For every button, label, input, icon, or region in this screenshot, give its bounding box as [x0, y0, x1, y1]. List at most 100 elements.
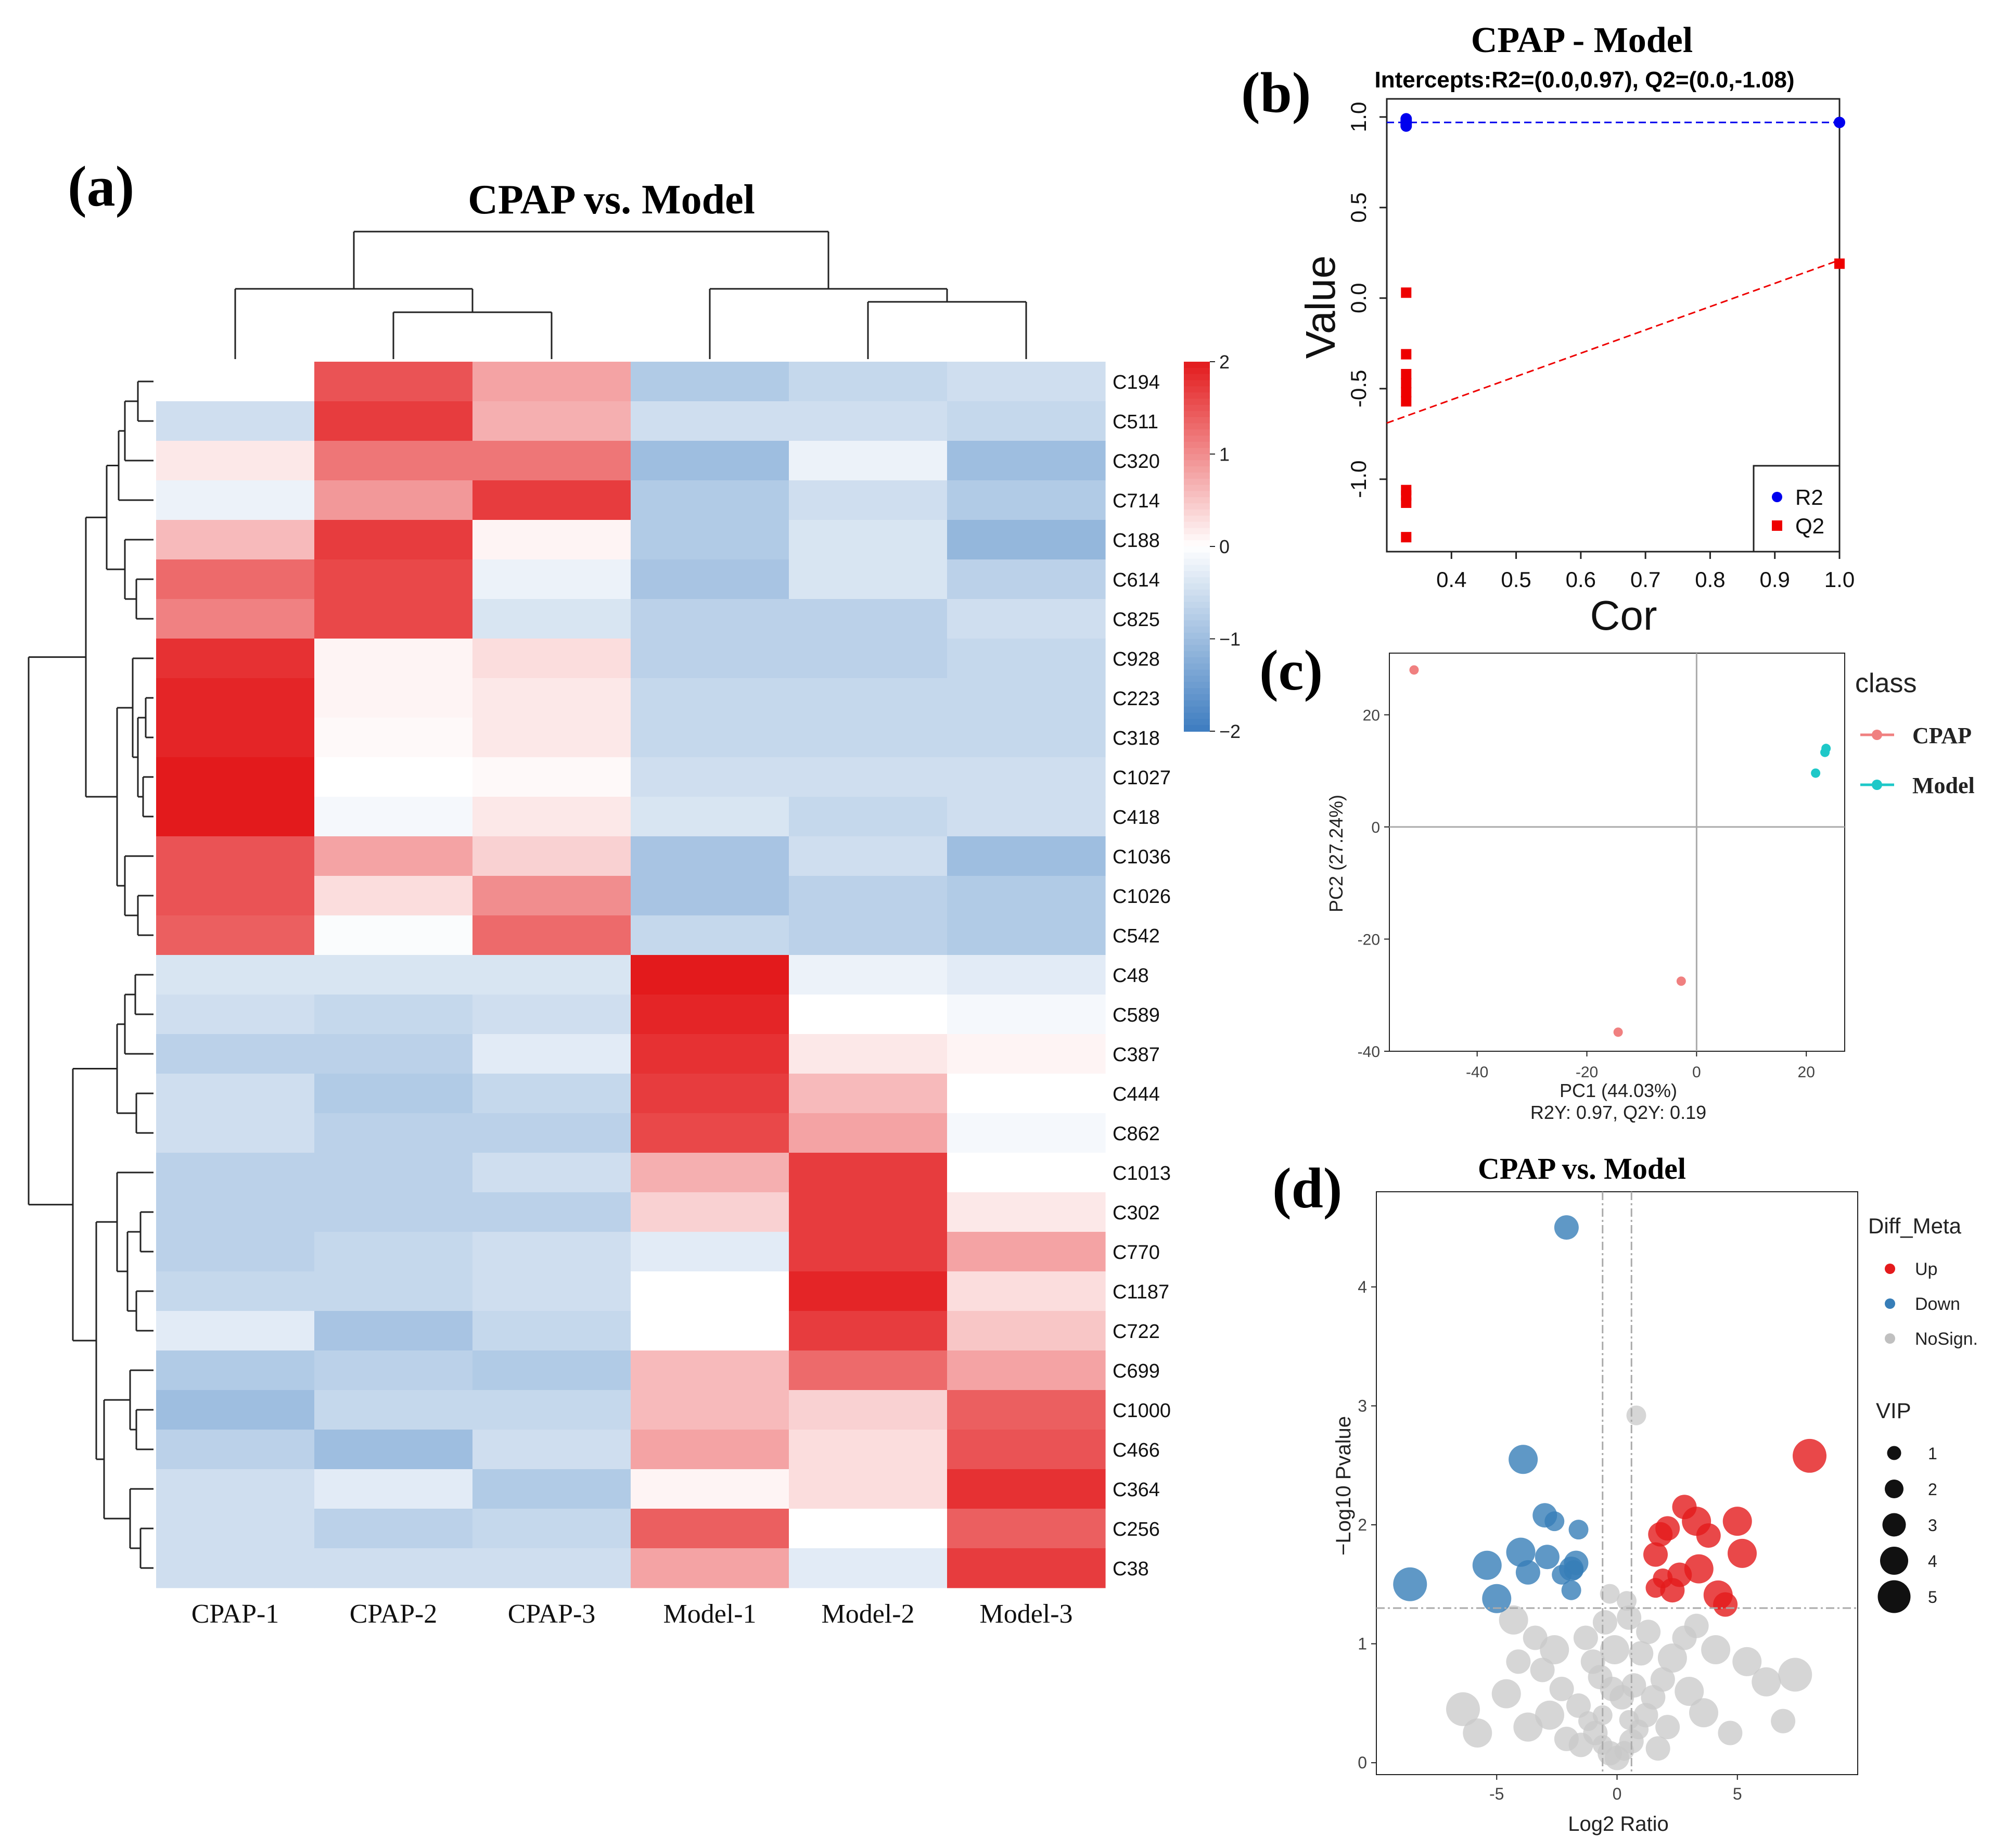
- heatmap-cell: [156, 599, 315, 639]
- colorbar-segment: [1184, 521, 1210, 529]
- heatmap-cell: [789, 1232, 948, 1272]
- heatmap-cell: [314, 1074, 473, 1114]
- heatmap-cell: [156, 1390, 315, 1430]
- q2-point: [1401, 368, 1412, 379]
- q2-point: [1401, 498, 1412, 508]
- heatmap-row-label: C48: [1113, 965, 1149, 987]
- heatmap-cell: [631, 1548, 789, 1588]
- colorbar-segment: [1184, 583, 1210, 590]
- heatmap-cell: [156, 441, 315, 481]
- size-legend-label: 5: [1928, 1588, 1937, 1607]
- nosign-metabolite-point: [1675, 1677, 1704, 1706]
- r2-point: [1834, 117, 1845, 129]
- nosign-metabolite-point: [1600, 1635, 1629, 1664]
- heatmap-cell: [789, 1192, 948, 1232]
- size-legend-label: 2: [1928, 1480, 1937, 1499]
- x-axis-label: Cor: [1590, 592, 1657, 639]
- heatmap-cell: [947, 1153, 1106, 1193]
- heatmap-cell: [789, 441, 948, 481]
- down-metabolite-point: [1554, 1215, 1579, 1240]
- heatmap-cell: [631, 678, 789, 718]
- nosign-metabolite-point: [1619, 1710, 1639, 1730]
- heatmap-cell: [472, 362, 631, 402]
- colorbar-segment: [1184, 429, 1210, 436]
- q2-point: [1401, 378, 1412, 389]
- colorbar-segment: [1184, 663, 1210, 670]
- down-metabolite-point: [1515, 1560, 1540, 1585]
- down-metabolite-point: [1482, 1584, 1512, 1613]
- y-axis-label: PC2 (27.24%): [1325, 795, 1347, 912]
- legend-title: class: [1855, 668, 1917, 698]
- heatmap-cell: [156, 1153, 315, 1193]
- colorbar-segment: [1184, 676, 1210, 683]
- up-metabolite-point: [1643, 1542, 1668, 1567]
- heatmap-cell: [472, 1350, 631, 1391]
- y-tick-label: -40: [1358, 1043, 1380, 1061]
- nosign-metabolite-point: [1626, 1405, 1646, 1425]
- heatmap-cell: [314, 441, 473, 481]
- heatmap-cell: [314, 718, 473, 758]
- nosign-metabolite-point: [1530, 1658, 1555, 1683]
- heatmap-cell: [156, 718, 315, 758]
- heatmap-cell: [631, 1469, 789, 1509]
- heatmap-row-label: C1013: [1113, 1163, 1171, 1184]
- down-metabolite-point: [1544, 1511, 1565, 1532]
- colorbar-segment: [1184, 454, 1210, 461]
- x-tick-label: 0: [1692, 1064, 1701, 1081]
- heatmap-cell: [472, 797, 631, 837]
- colorbar-segment: [1184, 632, 1210, 640]
- heatmap-column-label: CPAP-2: [350, 1599, 438, 1629]
- heatmap-row-label: C466: [1113, 1439, 1160, 1461]
- x-tick-label: 0.6: [1566, 567, 1596, 592]
- heatmap-column-label: Model-2: [821, 1599, 914, 1629]
- heatmap-cell: [472, 520, 631, 560]
- model-sample-point: [1811, 768, 1821, 778]
- heatmap-cell: [947, 915, 1106, 955]
- model-stats-label: R2Y: 0.97, Q2Y: 0.19: [1530, 1102, 1706, 1123]
- heatmap-cell: [947, 1350, 1106, 1391]
- y-axis-label: −Log10 Pvalue: [1332, 1416, 1355, 1556]
- legend-title: Diff_Meta: [1868, 1214, 1962, 1238]
- heatmap-cell: [314, 757, 473, 797]
- x-tick-label: -5: [1489, 1785, 1504, 1803]
- x-tick-label: 0.8: [1695, 567, 1725, 592]
- nosign-metabolite-point: [1657, 1643, 1687, 1673]
- heatmap-cell: [947, 757, 1106, 797]
- colorbar-segment: [1184, 620, 1210, 627]
- heatmap-cell: [156, 520, 315, 560]
- y-axis-label: Value: [1297, 256, 1344, 359]
- heatmap-cell: [631, 520, 789, 560]
- heatmap-cell: [156, 1469, 315, 1509]
- x-tick-label: 0.5: [1501, 567, 1531, 592]
- heatmap-cell: [156, 1034, 315, 1074]
- heatmap-cell: [947, 797, 1106, 837]
- heatmap-row-label: C928: [1113, 648, 1160, 670]
- heatmap-cell: [631, 1113, 789, 1153]
- down-metabolite-point: [1568, 1520, 1589, 1540]
- heatmap-row-label: C188: [1113, 530, 1160, 552]
- heatmap-cell: [631, 1192, 789, 1232]
- down-metabolite-point: [1561, 1580, 1581, 1600]
- colorbar-segment: [1184, 534, 1210, 541]
- heatmap-cell: [947, 1469, 1106, 1509]
- heatmap-cell: [314, 559, 473, 600]
- heatmap-cell: [472, 1548, 631, 1588]
- heatmap-cell: [631, 836, 789, 876]
- colorbar-tick-label: −1: [1219, 629, 1241, 650]
- heatmap-cell: [156, 876, 315, 916]
- heatmap-cell: [156, 995, 315, 1035]
- nosign-metabolite-point: [1588, 1665, 1613, 1690]
- heatmap-cell: [789, 1153, 948, 1193]
- heatmap-cell: [789, 836, 948, 876]
- heatmap-cell: [789, 639, 948, 679]
- nosign-metabolite-point: [1621, 1673, 1646, 1698]
- heatmap-cell: [947, 639, 1106, 679]
- colorbar-segment: [1184, 682, 1210, 689]
- colorbar-segment: [1184, 558, 1210, 566]
- colorbar-segment: [1184, 614, 1210, 621]
- legend-q2-label: Q2: [1795, 514, 1824, 538]
- heatmap-cells: [156, 362, 1106, 1588]
- legend-label: CPAP: [1912, 723, 1972, 748]
- heatmap-cell: [314, 915, 473, 955]
